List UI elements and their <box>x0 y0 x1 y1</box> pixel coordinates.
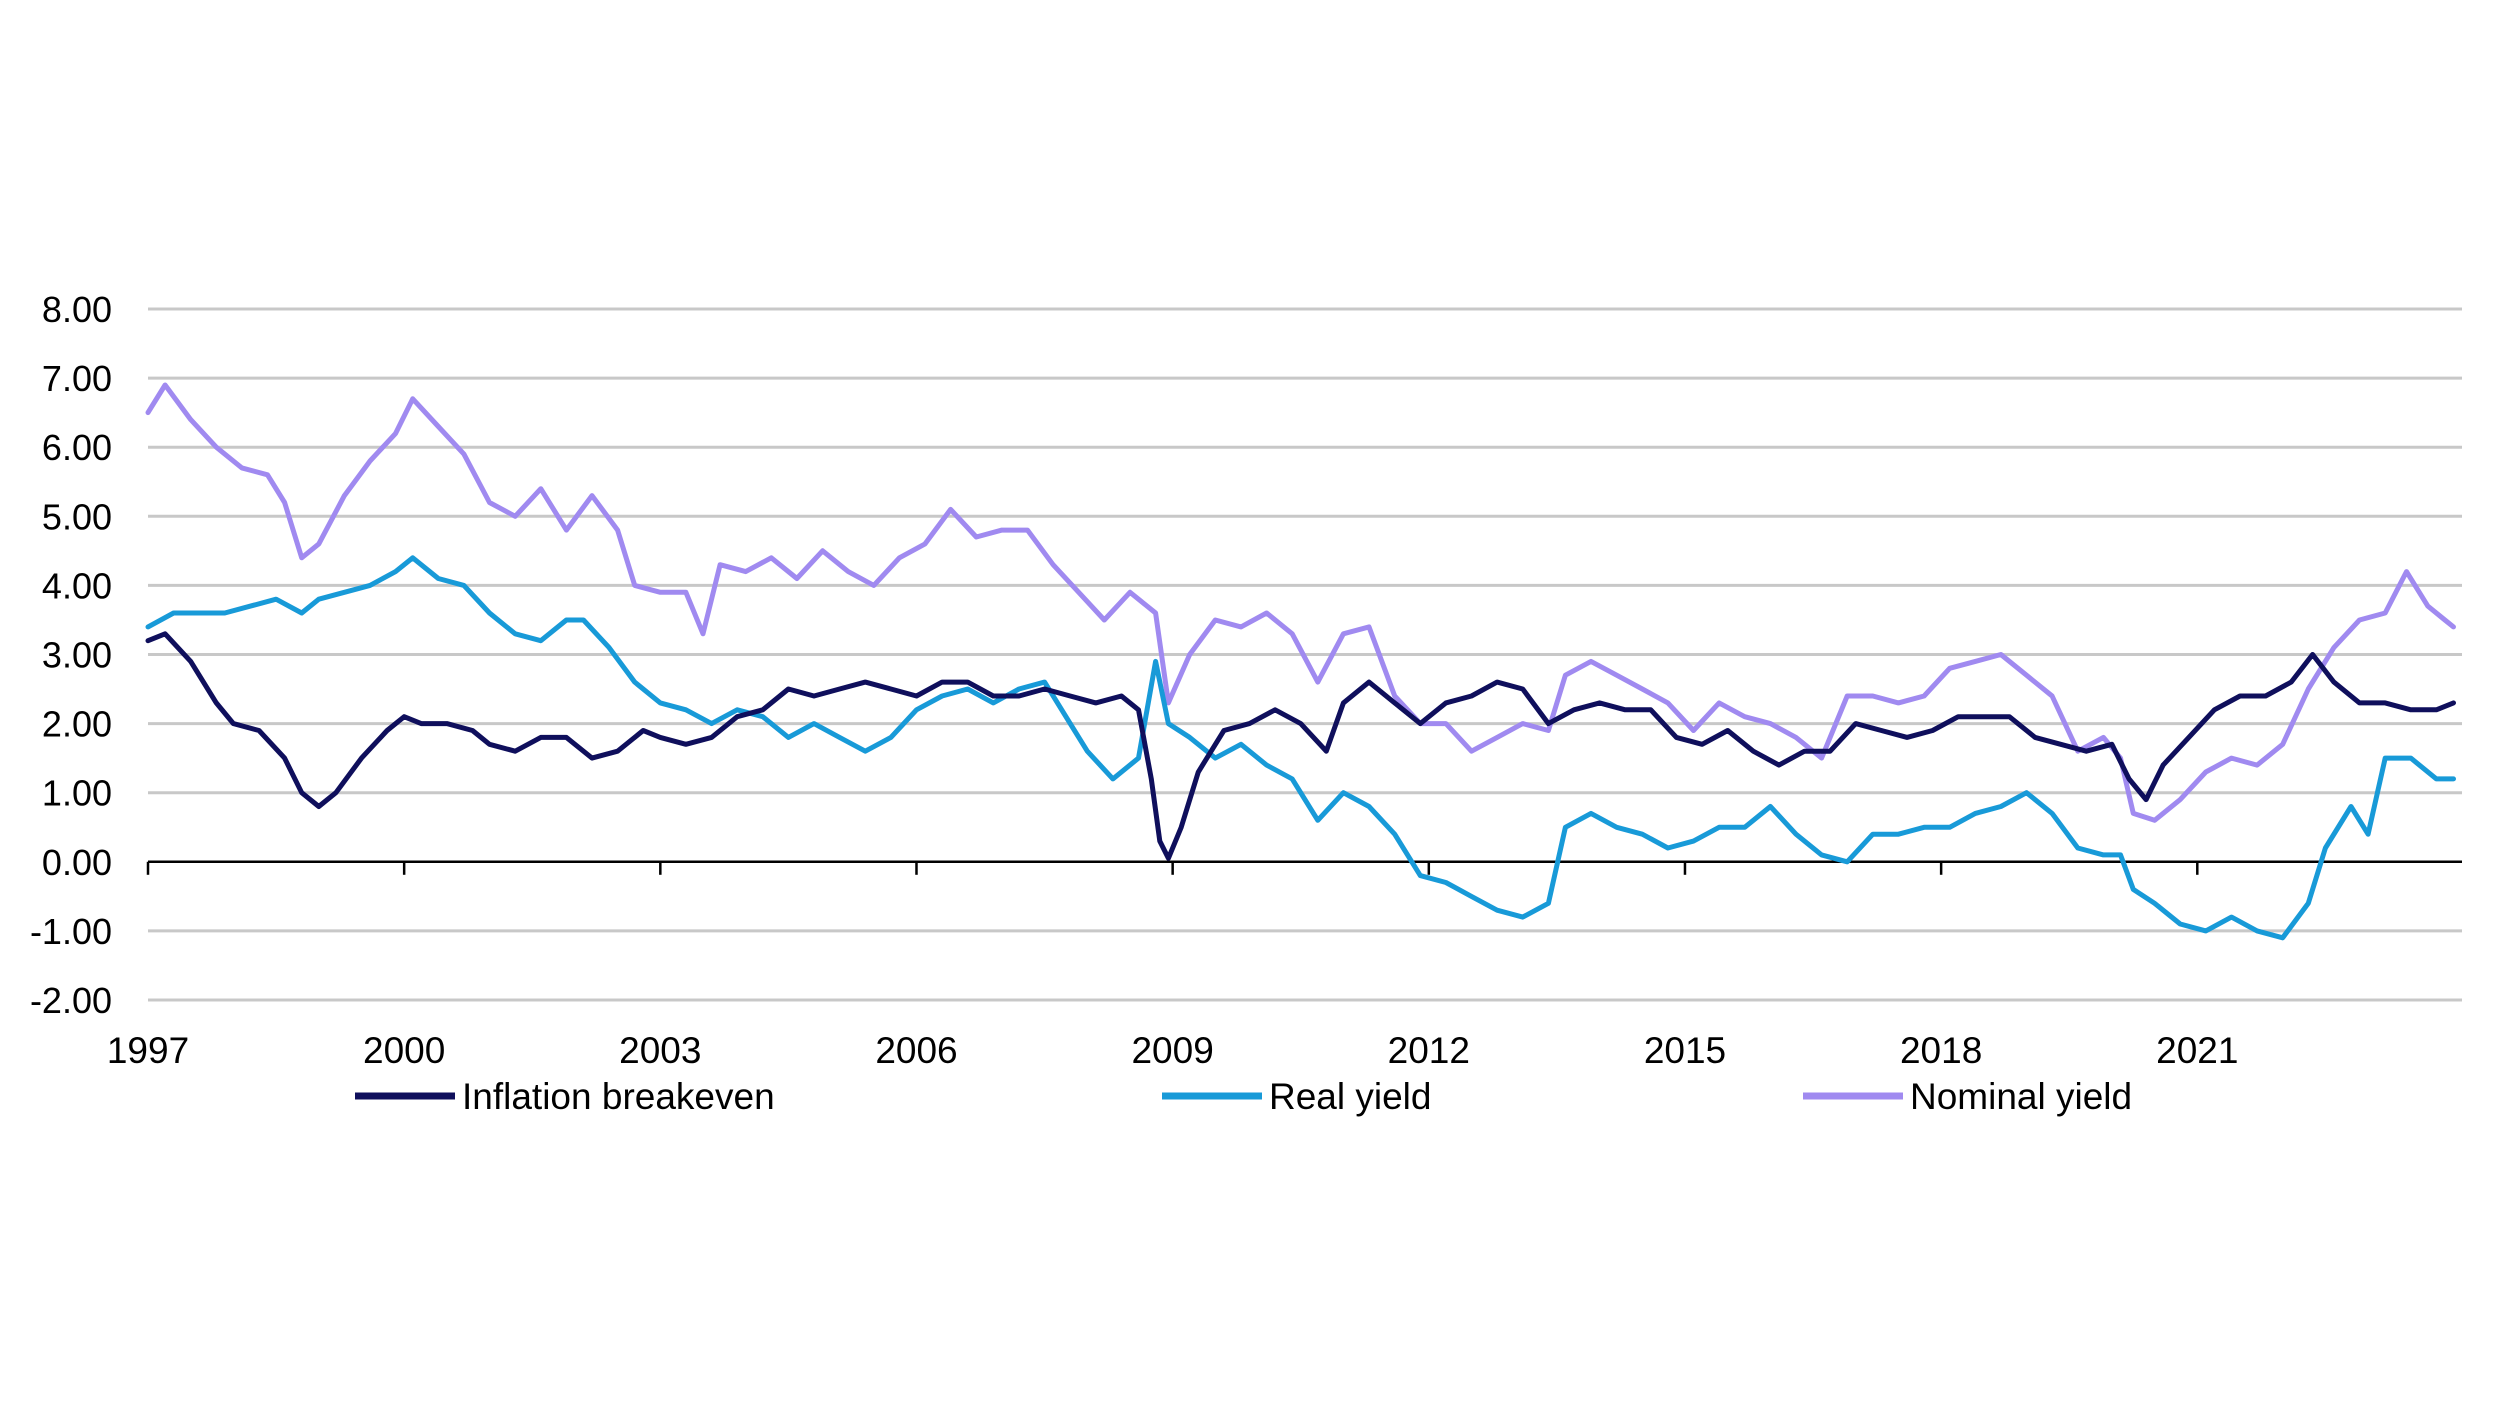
y-axis-ticks: 8.00 7.00 6.00 5.00 4.00 3.00 2.00 1.00 0.00 -1.0… <box>30 289 112 1021</box>
x-tick-label: 2012 <box>1388 1030 1470 1071</box>
legend-label: Real yield <box>1269 1076 1431 1117</box>
series-line-nominal-yield <box>145 382 2456 823</box>
x-tick-label: 2015 <box>1644 1030 1726 1071</box>
x-axis-ticks: 1997 2000 2003 2006 2009 2012 2015 2018 2021 <box>107 861 2238 1071</box>
legend-label: Nominal yield <box>1910 1076 2132 1117</box>
x-tick-label: 2003 <box>619 1030 701 1071</box>
y-tick-label: 3.00 <box>42 635 112 676</box>
y-tick-label: -1.00 <box>30 911 112 952</box>
series-line-real-yield <box>145 555 2456 941</box>
y-tick-label: 5.00 <box>42 496 112 537</box>
x-tick-label: 2021 <box>2156 1030 2238 1071</box>
y-tick-label: 8.00 <box>42 289 112 330</box>
y-tick-label: 1.00 <box>42 773 112 814</box>
series-line-inflation-breakeven <box>145 631 2456 861</box>
legend-label: Inflation breakeven <box>462 1076 775 1117</box>
x-tick-label: 2000 <box>363 1030 445 1071</box>
y-tick-label: 0.00 <box>42 842 112 883</box>
x-tick-label: 1997 <box>107 1030 189 1071</box>
x-tick-label: 2009 <box>1131 1030 1213 1071</box>
y-tick-label: 7.00 <box>42 358 112 399</box>
y-tick-label: -2.00 <box>30 980 112 1021</box>
x-tick-label: 2006 <box>875 1030 957 1071</box>
y-tick-label: 2.00 <box>42 704 112 745</box>
y-tick-label: 6.00 <box>42 427 112 468</box>
series-lines <box>145 382 2456 941</box>
x-tick-label: 2018 <box>1900 1030 1982 1071</box>
legend: Inflation breakeven Real yield Nominal yie… <box>355 1076 2132 1117</box>
y-tick-label: 4.00 <box>42 565 112 606</box>
